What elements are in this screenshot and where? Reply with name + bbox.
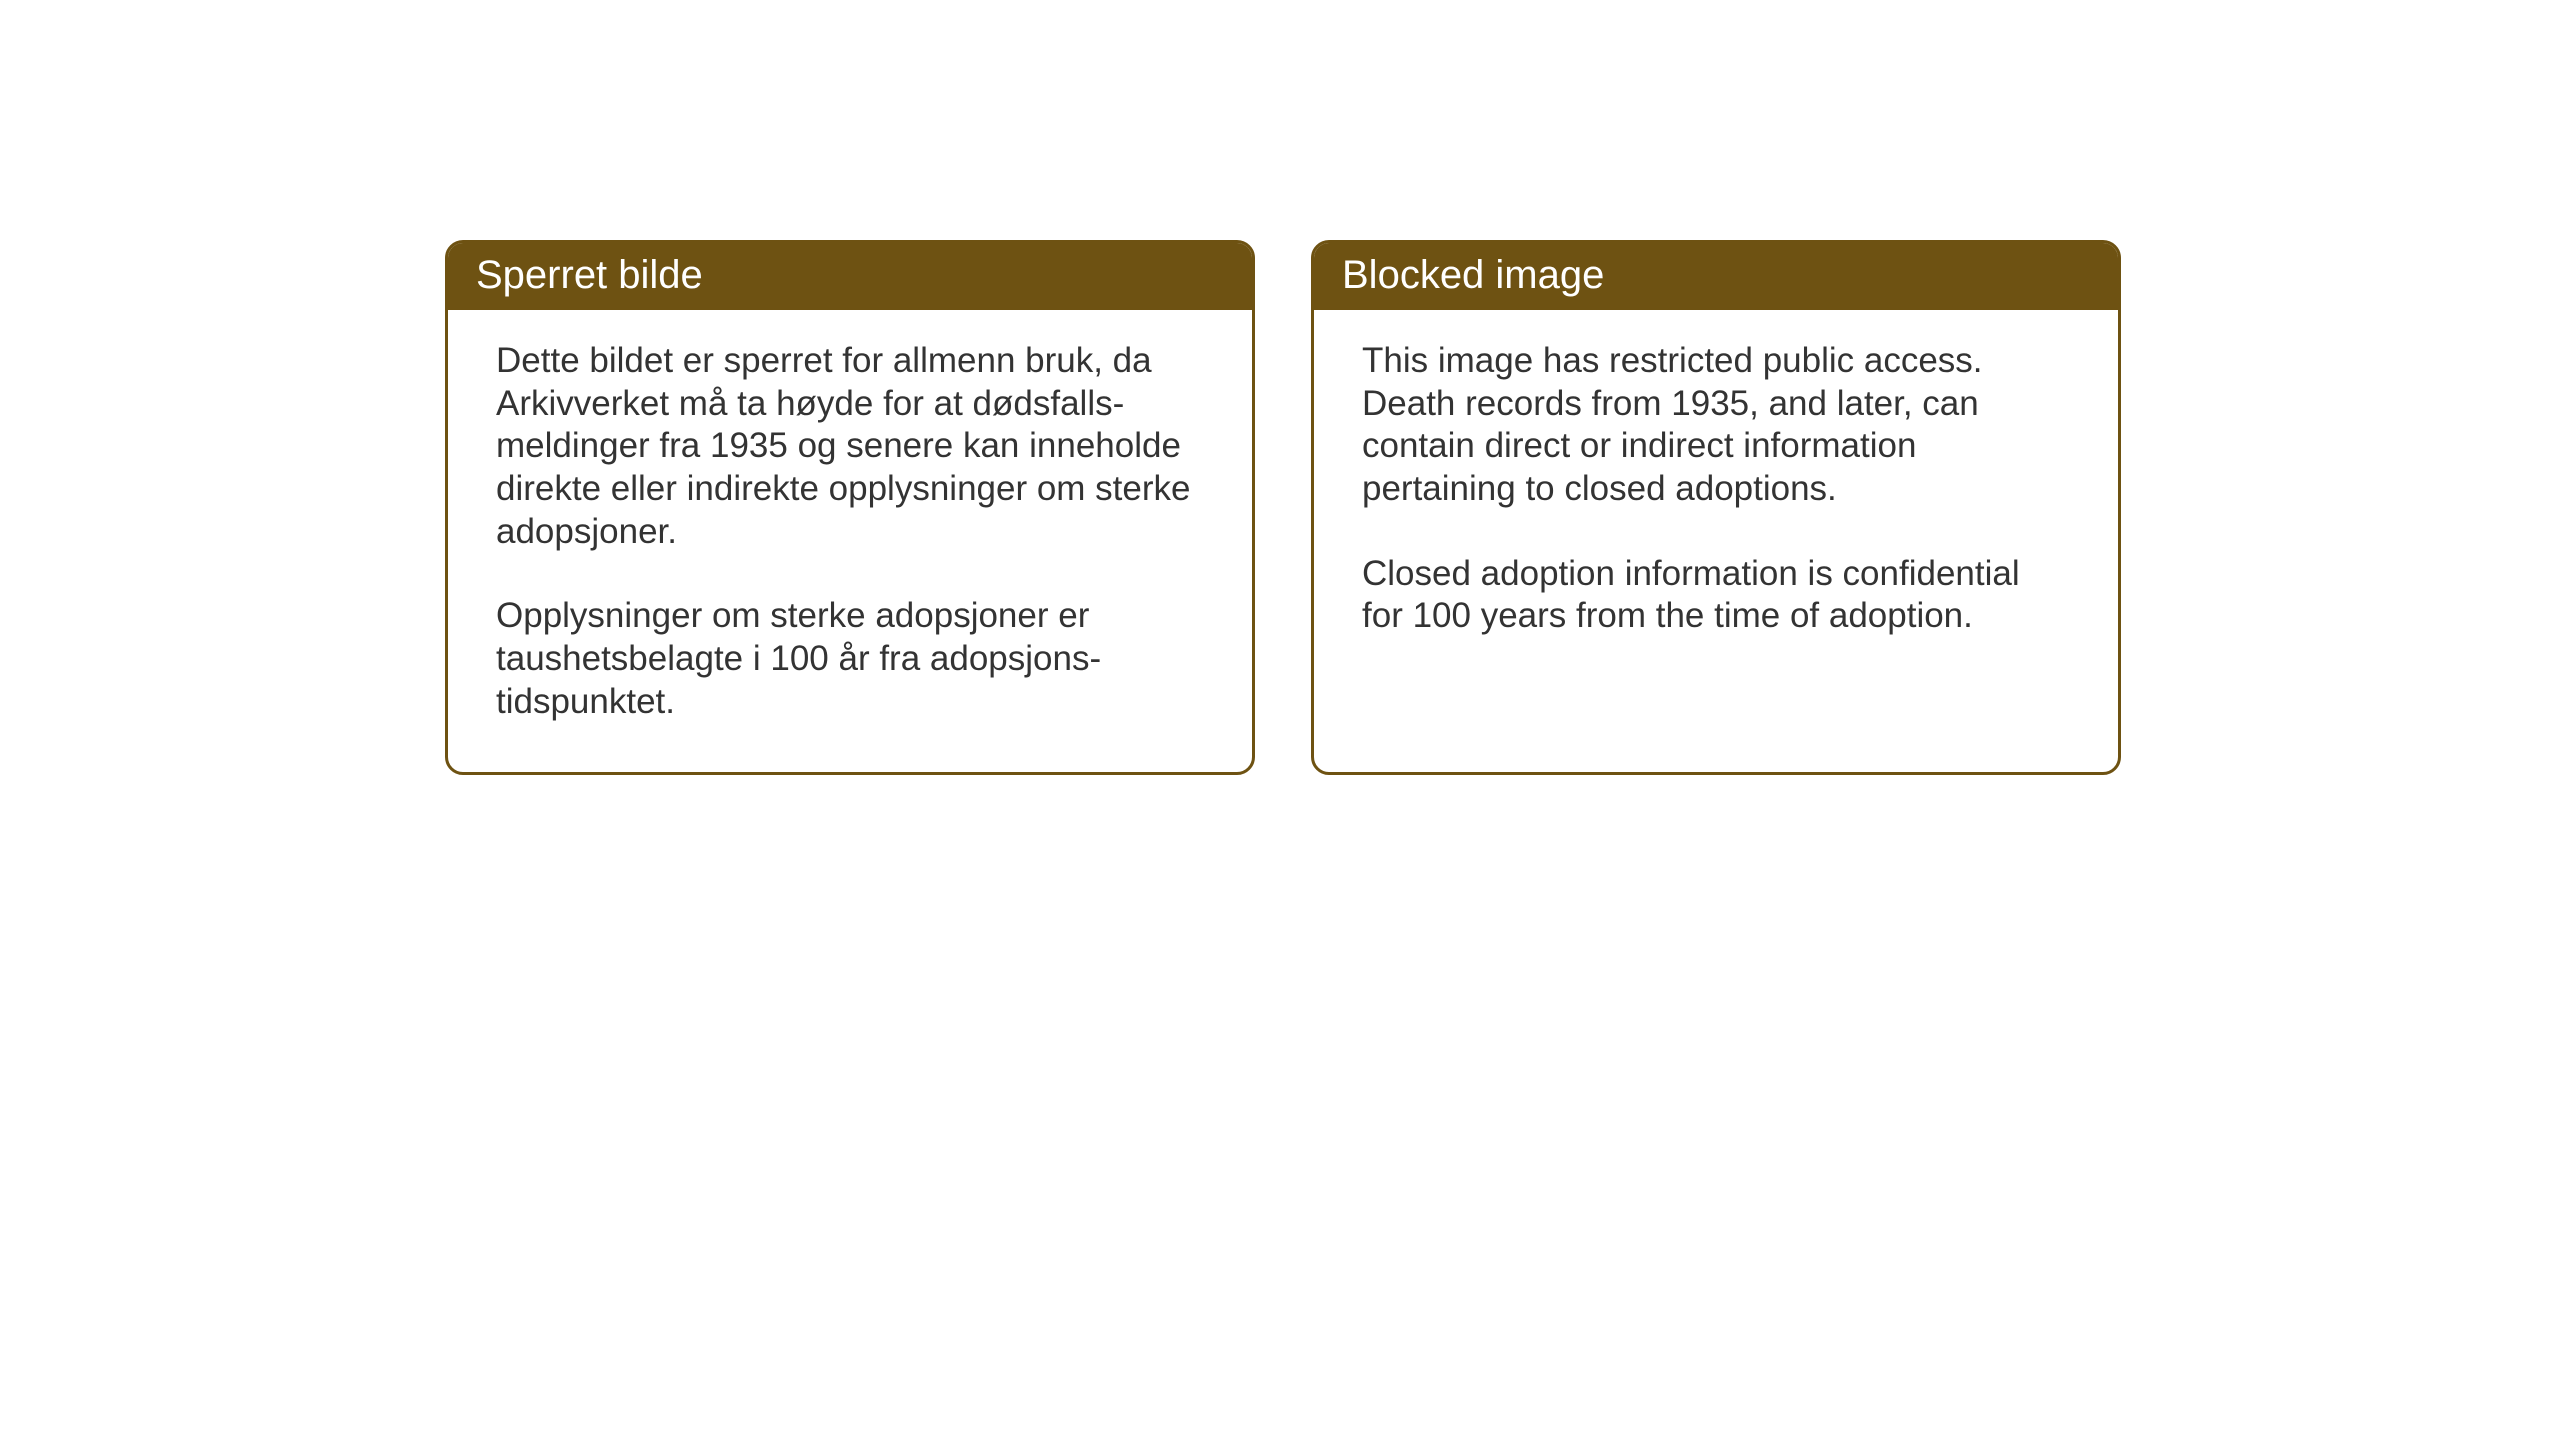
- notice-header-english: Blocked image: [1314, 243, 2118, 310]
- notice-paragraph: Opplysninger om sterke adopsjoner er tau…: [496, 595, 1204, 723]
- notice-header-norwegian: Sperret bilde: [448, 243, 1252, 310]
- notice-box-norwegian: Sperret bilde Dette bildet er sperret fo…: [445, 240, 1255, 775]
- notice-body-english: This image has restricted public access.…: [1314, 310, 2118, 686]
- notice-box-english: Blocked image This image has restricted …: [1311, 240, 2121, 775]
- notice-body-norwegian: Dette bildet er sperret for allmenn bruk…: [448, 310, 1252, 772]
- notice-paragraph: Dette bildet er sperret for allmenn bruk…: [496, 340, 1204, 553]
- notice-paragraph: Closed adoption information is confident…: [1362, 553, 2070, 638]
- notice-container: Sperret bilde Dette bildet er sperret fo…: [445, 240, 2121, 775]
- notice-paragraph: This image has restricted public access.…: [1362, 340, 2070, 511]
